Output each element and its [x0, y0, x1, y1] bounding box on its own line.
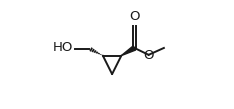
Text: O: O: [129, 10, 140, 23]
Text: O: O: [143, 49, 154, 62]
Polygon shape: [121, 46, 136, 56]
Text: HO: HO: [53, 41, 73, 54]
